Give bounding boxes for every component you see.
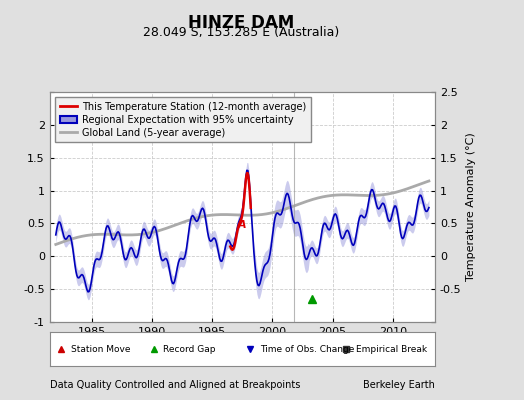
Text: Station Move: Station Move <box>71 344 130 354</box>
Legend: This Temperature Station (12-month average), Regional Expectation with 95% uncer: This Temperature Station (12-month avera… <box>54 97 311 142</box>
Text: Data Quality Controlled and Aligned at Breakpoints: Data Quality Controlled and Aligned at B… <box>50 380 300 390</box>
Text: A: A <box>237 220 246 230</box>
Text: Time of Obs. Change: Time of Obs. Change <box>260 344 354 354</box>
Text: HINZE DAM: HINZE DAM <box>188 14 294 32</box>
Y-axis label: Temperature Anomaly (°C): Temperature Anomaly (°C) <box>465 133 476 281</box>
Text: Record Gap: Record Gap <box>163 344 216 354</box>
Text: Empirical Break: Empirical Break <box>356 344 427 354</box>
Text: 28.049 S, 153.285 E (Australia): 28.049 S, 153.285 E (Australia) <box>143 26 339 39</box>
Text: Berkeley Earth: Berkeley Earth <box>363 380 435 390</box>
